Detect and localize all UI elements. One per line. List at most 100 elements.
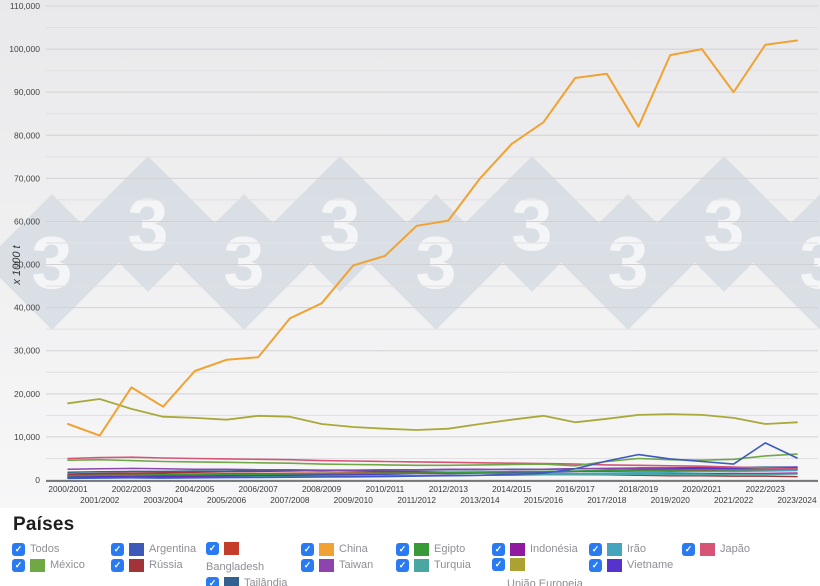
legend-label: Japão	[720, 543, 750, 555]
legend-item-uniao-europeia[interactable]: ✓ União Europeia	[492, 558, 589, 586]
legend-item-tailandia[interactable]: ✓ Tailândia	[206, 576, 301, 586]
series-line-Egipto	[67, 468, 798, 477]
series-line-Rússia	[67, 469, 798, 478]
svg-text:70,000: 70,000	[14, 173, 40, 183]
series-line-União Europeia	[67, 398, 798, 431]
legend-item-egipto[interactable]: ✓ Egipto	[396, 542, 492, 557]
svg-text:3: 3	[31, 221, 72, 304]
legend-label: México	[50, 559, 85, 571]
color-swatch	[510, 543, 525, 556]
svg-text:2020/2021: 2020/2021	[682, 484, 722, 494]
svg-text:0: 0	[35, 475, 40, 485]
svg-text:3: 3	[127, 183, 168, 266]
color-swatch	[510, 558, 525, 571]
svg-text:2007/2008: 2007/2008	[270, 495, 310, 505]
legend-item-todos[interactable]: ✓ Todos	[12, 542, 111, 557]
checkbox-uniao-europeia[interactable]: ✓	[492, 558, 505, 571]
svg-text:20,000: 20,000	[14, 389, 40, 399]
legend-item-bangladesh[interactable]: ✓ Bangladesh	[206, 542, 301, 575]
svg-text:2004/2005: 2004/2005	[175, 484, 215, 494]
svg-text:90,000: 90,000	[14, 87, 40, 97]
legend-item-russia[interactable]: ✓ Rússia	[111, 558, 206, 573]
checkbox-vietname[interactable]: ✓	[589, 559, 602, 572]
legend-col-5: ✓ Egipto ✓ Turquia	[396, 542, 492, 573]
svg-text:2014/2015: 2014/2015	[492, 484, 532, 494]
legend-grid: ✓ Todos ✓ México ✓ Argentina ✓	[12, 542, 820, 586]
checkbox-taiwan[interactable]: ✓	[301, 559, 314, 572]
legend-col-1: ✓ Todos ✓ México	[12, 542, 111, 573]
checkbox-todos[interactable]: ✓	[12, 543, 25, 556]
svg-text:2016/2017: 2016/2017	[556, 484, 596, 494]
legend-item-taiwan[interactable]: ✓ Taiwan	[301, 558, 396, 573]
series-line-Argentina	[67, 442, 798, 480]
legend-label: Tailândia	[244, 577, 288, 586]
checkbox-irao[interactable]: ✓	[589, 543, 602, 556]
legend-label: Rússia	[149, 559, 183, 571]
legend-label: Irão	[627, 543, 646, 555]
svg-text:3: 3	[511, 183, 552, 266]
checkbox-turquia[interactable]: ✓	[396, 559, 409, 572]
checkbox-argentina[interactable]: ✓	[111, 543, 124, 556]
color-swatch	[129, 559, 144, 572]
legend-item-argentina[interactable]: ✓ Argentina	[111, 542, 206, 557]
checkbox-egipto[interactable]: ✓	[396, 543, 409, 556]
checkbox-bangladesh[interactable]: ✓	[206, 542, 219, 555]
checkbox-china[interactable]: ✓	[301, 543, 314, 556]
svg-text:3: 3	[799, 221, 820, 304]
svg-text:100,000: 100,000	[9, 44, 40, 54]
checkbox-russia[interactable]: ✓	[111, 559, 124, 572]
checkbox-tailandia[interactable]: ✓	[206, 577, 219, 586]
gridlines: 0 10,000 20,000 30,000 40,000 50,000 60,000 70,…	[9, 1, 818, 485]
svg-text:2009/2010: 2009/2010	[334, 495, 374, 505]
svg-text:3: 3	[703, 183, 744, 266]
svg-text:2017/2018: 2017/2018	[587, 495, 627, 505]
legend-item-indonesia[interactable]: ✓ Indonésia	[492, 542, 589, 557]
svg-text:2000/2001: 2000/2001	[48, 484, 88, 494]
color-swatch	[414, 559, 429, 572]
legend-label: Bangladesh	[206, 561, 265, 573]
svg-text:2023/2024: 2023/2024	[777, 495, 817, 505]
svg-text:3: 3	[319, 183, 360, 266]
legend-item-vietname[interactable]: ✓ Vietname	[589, 558, 682, 573]
legend-item-turquia[interactable]: ✓ Turquia	[396, 558, 492, 573]
svg-text:2010/2011: 2010/2011	[366, 484, 405, 494]
legend-label: União Europeia	[507, 578, 583, 586]
data-series	[67, 39, 798, 480]
color-swatch	[129, 543, 144, 556]
color-swatch	[700, 543, 715, 556]
legend-item-mexico[interactable]: ✓ México	[12, 558, 111, 573]
svg-text:2015/2016: 2015/2016	[524, 495, 564, 505]
checkbox-mexico[interactable]: ✓	[12, 559, 25, 572]
checkbox-indonesia[interactable]: ✓	[492, 543, 505, 556]
color-swatch	[607, 559, 622, 572]
line-chart: 333333333010,00020,00030,00040,00050,000…	[0, 0, 820, 510]
legend-item-irao[interactable]: ✓ Irão	[589, 542, 682, 557]
color-swatch	[319, 559, 334, 572]
checkbox-japao[interactable]: ✓	[682, 543, 695, 556]
svg-text:2001/2002: 2001/2002	[80, 495, 120, 505]
legend-col-6: ✓ Indonésia ✓ União Europeia	[492, 542, 589, 586]
svg-text:10,000: 10,000	[14, 432, 40, 442]
legend-col-8: ✓ Japão	[682, 542, 779, 557]
svg-text:2013/2014: 2013/2014	[460, 495, 500, 505]
svg-text:2021/2022: 2021/2022	[714, 495, 754, 505]
legend-item-china[interactable]: ✓ China	[301, 542, 396, 557]
svg-text:2022/2023: 2022/2023	[746, 484, 786, 494]
svg-text:3: 3	[223, 221, 264, 304]
color-swatch	[30, 559, 45, 572]
color-swatch	[224, 577, 239, 586]
legend-col-7: ✓ Irão ✓ Vietname	[589, 542, 682, 573]
legend-label: Indonésia	[530, 543, 578, 555]
legend-title: Países	[13, 514, 75, 535]
svg-text:50,000: 50,000	[14, 260, 40, 270]
svg-text:2019/2020: 2019/2020	[651, 495, 691, 505]
legend-label: Turquia	[434, 559, 471, 571]
legend-label: Argentina	[149, 543, 197, 555]
legend-item-japao[interactable]: ✓ Japão	[682, 542, 779, 557]
svg-text:2008/2009: 2008/2009	[302, 484, 342, 494]
svg-text:80,000: 80,000	[14, 130, 40, 140]
legend-label: Taiwan	[339, 559, 374, 571]
legend-col-4: ✓ China ✓ Taiwan	[301, 542, 396, 573]
svg-text:2002/2003: 2002/2003	[112, 484, 152, 494]
legend-label: Todos	[30, 543, 60, 555]
